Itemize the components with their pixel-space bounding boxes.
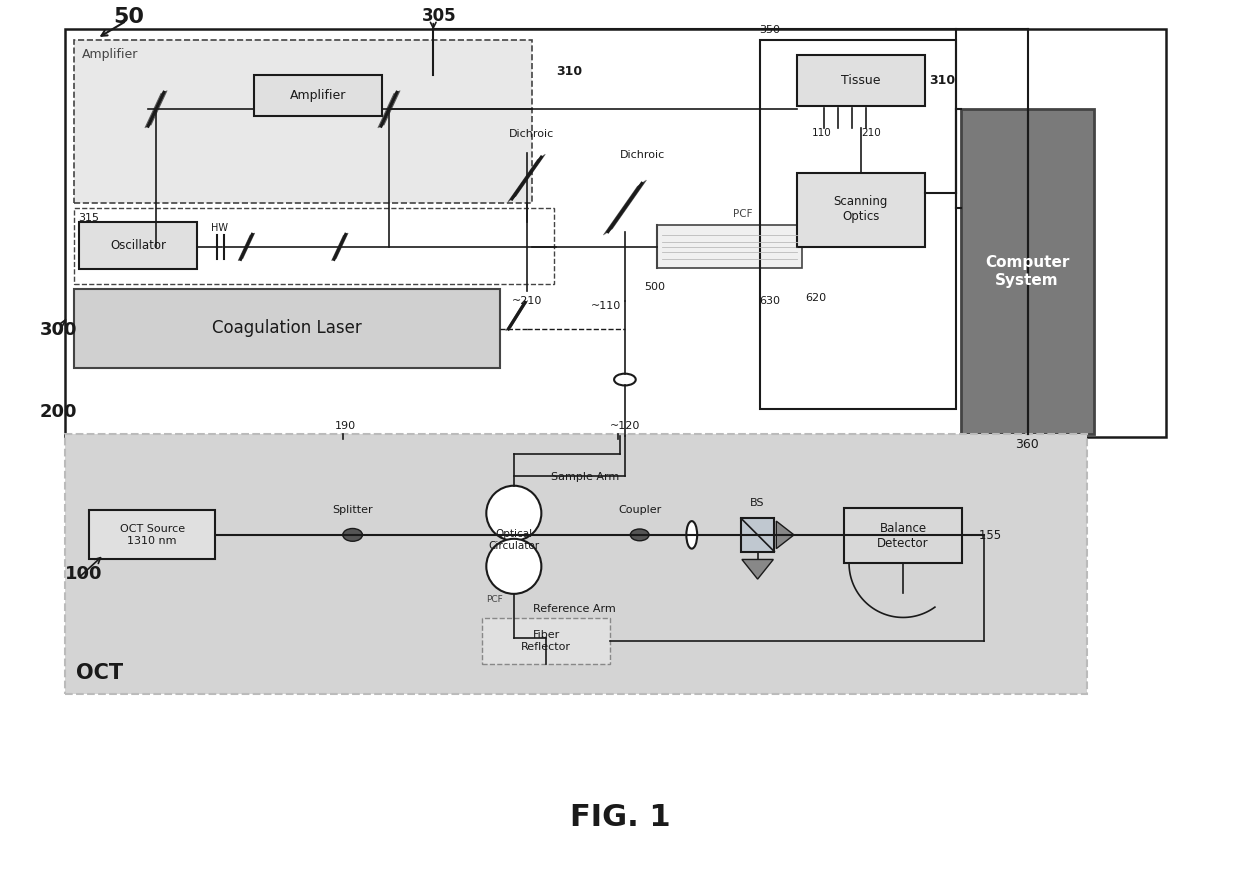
Text: 110: 110 bbox=[812, 128, 832, 138]
Text: Coagulation Laser: Coagulation Laser bbox=[212, 319, 362, 338]
Text: BS: BS bbox=[750, 499, 765, 509]
Text: ~120: ~120 bbox=[610, 420, 641, 430]
Text: FIG. 1: FIG. 1 bbox=[569, 803, 671, 831]
Text: Amplifier: Amplifier bbox=[82, 48, 139, 61]
Text: 310: 310 bbox=[930, 74, 956, 87]
Text: Splitter: Splitter bbox=[332, 505, 373, 516]
Text: HW: HW bbox=[211, 223, 228, 233]
Ellipse shape bbox=[342, 528, 362, 541]
Text: 310: 310 bbox=[556, 65, 583, 78]
Text: Sample Arm: Sample Arm bbox=[552, 472, 620, 482]
Text: Optical
Circulator: Optical Circulator bbox=[489, 529, 539, 550]
Bar bbox=[657, 225, 802, 268]
Text: 630: 630 bbox=[760, 296, 781, 306]
Text: 210: 210 bbox=[861, 128, 880, 138]
Text: ~210: ~210 bbox=[512, 296, 542, 306]
Text: 200: 200 bbox=[40, 403, 78, 420]
Bar bbox=[64, 434, 1087, 694]
Polygon shape bbox=[776, 521, 794, 549]
Text: 620: 620 bbox=[805, 292, 826, 303]
Text: Coupler: Coupler bbox=[618, 505, 661, 516]
Ellipse shape bbox=[687, 521, 697, 549]
Ellipse shape bbox=[630, 529, 649, 541]
Text: Oscillator: Oscillator bbox=[110, 239, 166, 252]
Text: Balance
Detector: Balance Detector bbox=[877, 522, 929, 550]
Bar bbox=[74, 207, 554, 284]
Text: 300: 300 bbox=[40, 321, 78, 340]
Bar bbox=[961, 109, 1094, 434]
Bar bbox=[64, 28, 1166, 436]
Circle shape bbox=[486, 539, 542, 594]
Bar bbox=[254, 75, 382, 116]
Text: 190: 190 bbox=[335, 420, 356, 430]
Bar bbox=[760, 40, 956, 409]
Bar bbox=[742, 518, 774, 551]
Text: PCF: PCF bbox=[733, 210, 753, 220]
Text: 350: 350 bbox=[760, 25, 781, 35]
Text: Scanning
Optics: Scanning Optics bbox=[833, 196, 888, 223]
Polygon shape bbox=[742, 559, 774, 579]
Circle shape bbox=[486, 485, 542, 541]
Bar bbox=[797, 55, 925, 107]
Text: 305: 305 bbox=[422, 7, 456, 25]
Bar bbox=[74, 289, 500, 368]
Text: PCF: PCF bbox=[486, 595, 503, 604]
Text: ~110: ~110 bbox=[590, 300, 621, 311]
Bar bbox=[74, 40, 532, 203]
Text: Computer
System: Computer System bbox=[985, 255, 1069, 288]
Text: Tissue: Tissue bbox=[841, 74, 880, 87]
Bar bbox=[482, 619, 610, 664]
Text: OCT Source
1310 nm: OCT Source 1310 nm bbox=[119, 525, 185, 546]
Text: 360: 360 bbox=[1016, 438, 1039, 452]
Text: 50: 50 bbox=[114, 7, 145, 27]
Text: 100: 100 bbox=[64, 565, 102, 583]
Ellipse shape bbox=[614, 373, 636, 386]
Bar bbox=[844, 509, 962, 564]
Text: ~155: ~155 bbox=[970, 529, 1002, 542]
Bar bbox=[797, 173, 925, 247]
Text: 500: 500 bbox=[644, 282, 665, 292]
Text: Amplifier: Amplifier bbox=[290, 89, 346, 102]
Text: OCT: OCT bbox=[77, 663, 124, 684]
Text: Dichroic: Dichroic bbox=[620, 150, 665, 160]
Text: Dichroic: Dichroic bbox=[508, 129, 554, 139]
Bar bbox=[89, 510, 215, 559]
Text: Reference Arm: Reference Arm bbox=[533, 604, 616, 613]
Text: Fiber
Reflector: Fiber Reflector bbox=[521, 630, 572, 652]
Bar bbox=[79, 222, 197, 269]
Text: 315: 315 bbox=[78, 213, 99, 223]
